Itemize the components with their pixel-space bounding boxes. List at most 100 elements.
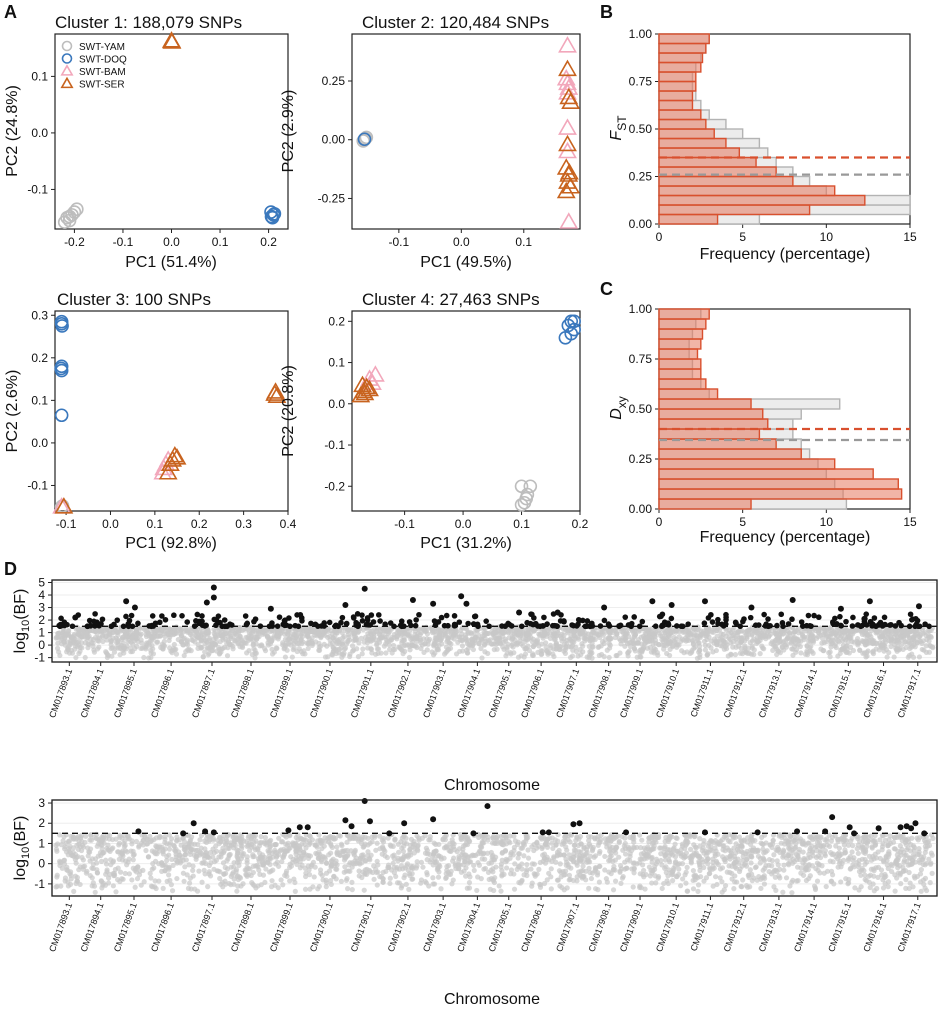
pca-cluster-1-title: Cluster 1: 188,079 SNPs — [55, 13, 242, 32]
hist-bar-outlier — [658, 118, 707, 130]
snp-point — [705, 861, 711, 867]
manhattan-top-xlabel: Chromosome — [444, 777, 540, 794]
snp-point — [634, 844, 640, 851]
snp-point — [670, 644, 676, 650]
snp-point — [65, 647, 71, 653]
hist-bar-outlier — [658, 368, 702, 380]
hist-bar-outlier — [658, 71, 697, 83]
snp-point — [467, 874, 473, 880]
snp-point — [906, 652, 913, 659]
outlier-snp-point — [789, 616, 795, 623]
snp-point — [511, 833, 517, 839]
snp-point — [282, 636, 288, 642]
snp-point — [612, 857, 618, 863]
snp-point — [289, 654, 295, 660]
snp-point — [786, 635, 792, 641]
snp-point — [183, 857, 189, 863]
snp-point — [776, 639, 783, 645]
snp-point — [730, 632, 736, 639]
snp-point — [639, 862, 646, 868]
snp-point — [850, 647, 857, 654]
outlier-snp-point — [215, 613, 222, 619]
outlier-snp-point — [179, 613, 185, 619]
snp-point — [870, 881, 876, 887]
outlier-snp-point — [123, 613, 129, 620]
pca-cluster-1-ylabel: PC2 (24.8%) — [4, 85, 21, 177]
snp-point — [109, 645, 116, 651]
snp-point — [130, 865, 136, 871]
snp-point — [386, 629, 392, 635]
snp-point — [342, 645, 349, 651]
snp-point — [464, 650, 470, 656]
snp-point — [505, 630, 511, 636]
snp-point — [816, 839, 823, 845]
snp-point — [697, 867, 703, 874]
snp-point — [697, 654, 703, 660]
snp-point — [407, 849, 413, 855]
point-swt-yam — [523, 479, 538, 494]
snp-point — [243, 871, 249, 878]
hist-bar-outlier — [658, 128, 715, 140]
snp-point — [322, 632, 328, 638]
outlier-snp-point — [866, 598, 873, 605]
snp-point — [701, 864, 707, 871]
snp-point — [457, 648, 463, 655]
snp-point — [838, 647, 844, 653]
chromosome-label: CM017903.1 — [421, 901, 448, 953]
snp-point — [879, 633, 885, 639]
hist-bar-outlier — [658, 338, 702, 350]
snp-point — [695, 888, 701, 894]
snp-point — [824, 627, 830, 633]
snp-point — [665, 880, 671, 887]
snp-point — [205, 652, 211, 658]
pca-cluster-3-ylabel: PC2 (2.6%) — [4, 370, 21, 453]
snp-point — [456, 857, 462, 863]
snp-point — [361, 639, 367, 645]
x-tick-label: 0.4 — [280, 517, 297, 531]
snp-point — [789, 890, 795, 896]
snp-point — [283, 643, 289, 649]
snp-point — [524, 861, 530, 868]
snp-point — [126, 856, 132, 862]
outlier-snp-point — [516, 609, 523, 616]
snp-point — [283, 868, 290, 874]
snp-point — [843, 649, 849, 656]
snp-point — [459, 643, 466, 649]
outlier-snp-point — [906, 623, 913, 630]
snp-point — [862, 642, 868, 648]
snp-point — [525, 637, 531, 643]
snp-point — [236, 629, 242, 635]
fst-xlabel: Frequency (percentage) — [700, 246, 871, 263]
snp-point — [166, 832, 172, 838]
y-tick-label: 0.1 — [31, 393, 48, 407]
snp-point — [642, 636, 648, 642]
snp-point — [91, 647, 97, 653]
x-tick-label: 0.0 — [163, 235, 180, 249]
snp-point — [280, 882, 286, 888]
snp-point — [404, 642, 410, 648]
snp-point — [858, 872, 864, 878]
snp-point — [674, 642, 681, 648]
snp-point — [116, 840, 123, 846]
snp-point — [903, 885, 909, 891]
snp-point — [575, 653, 581, 659]
point-swt-yam — [359, 130, 374, 145]
chromosome-label: CM017910.1 — [654, 667, 681, 719]
pca-cluster-1-axes: -0.2 -0.1 0.0 0.1 0.2-0.10.00.1 — [27, 69, 277, 249]
snp-point — [383, 650, 389, 656]
snp-point — [244, 854, 250, 860]
manhattan-bottom-marks — [51, 798, 938, 897]
snp-point — [623, 865, 630, 871]
outlier-snp-point — [299, 618, 305, 624]
snp-point — [684, 649, 690, 655]
snp-point — [553, 641, 559, 647]
snp-point — [832, 643, 838, 649]
outlier-snp-point — [554, 609, 561, 616]
snp-point — [512, 637, 518, 643]
outlier-snp-point — [541, 614, 547, 621]
snp-point — [56, 832, 63, 838]
snp-point — [390, 642, 397, 649]
snp-point — [205, 645, 211, 651]
snp-point — [592, 853, 599, 859]
snp-point — [425, 641, 431, 647]
